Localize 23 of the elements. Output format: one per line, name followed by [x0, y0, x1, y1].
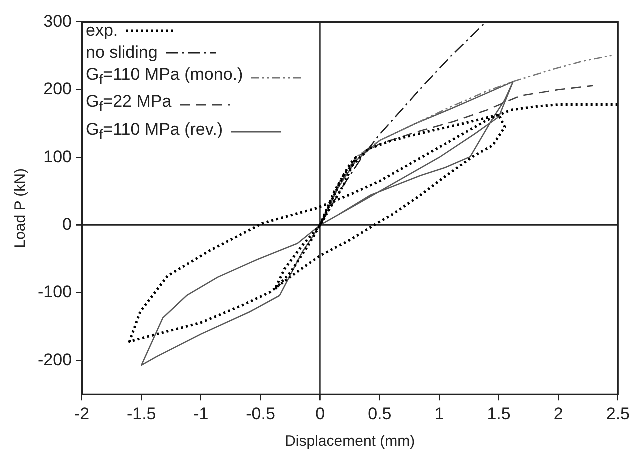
- y-tick-label: -100: [38, 282, 72, 302]
- y-axis-title: Load P (kN): [12, 168, 30, 248]
- x-tick-label: -0.5: [246, 404, 276, 424]
- x-tick-label: 0.5: [368, 404, 392, 424]
- legend-label: G$_{f}$=110 MPa (mono.): [86, 64, 244, 90]
- x-tick-label: 0: [316, 404, 326, 424]
- x-tick-label: 1: [434, 404, 444, 424]
- y-tick-label: 100: [44, 147, 72, 166]
- y-tick-label: 0: [62, 215, 72, 234]
- legend-label: no sliding: [86, 42, 158, 64]
- legend-label: G$_{f}$=110 MPa (rev.): [86, 118, 224, 146]
- y-tick-label: 200: [44, 80, 72, 99]
- x-tick-label: 2: [554, 404, 564, 424]
- x-tick-label: -1: [194, 404, 209, 424]
- x-tick-label: -2: [74, 404, 90, 424]
- x-tick-label: -1.5: [126, 404, 156, 424]
- x-tick-label: 1.5: [487, 404, 511, 424]
- legend-label: G$_{f}$=22 MPa: [86, 91, 172, 118]
- x-tick-label: 2.5: [606, 404, 630, 424]
- x-axis-title: Displacement (mm): [285, 433, 416, 450]
- legend-label: exp.: [86, 20, 118, 42]
- y-tick-label: 300: [44, 12, 72, 31]
- y-tick-label: -200: [38, 350, 72, 370]
